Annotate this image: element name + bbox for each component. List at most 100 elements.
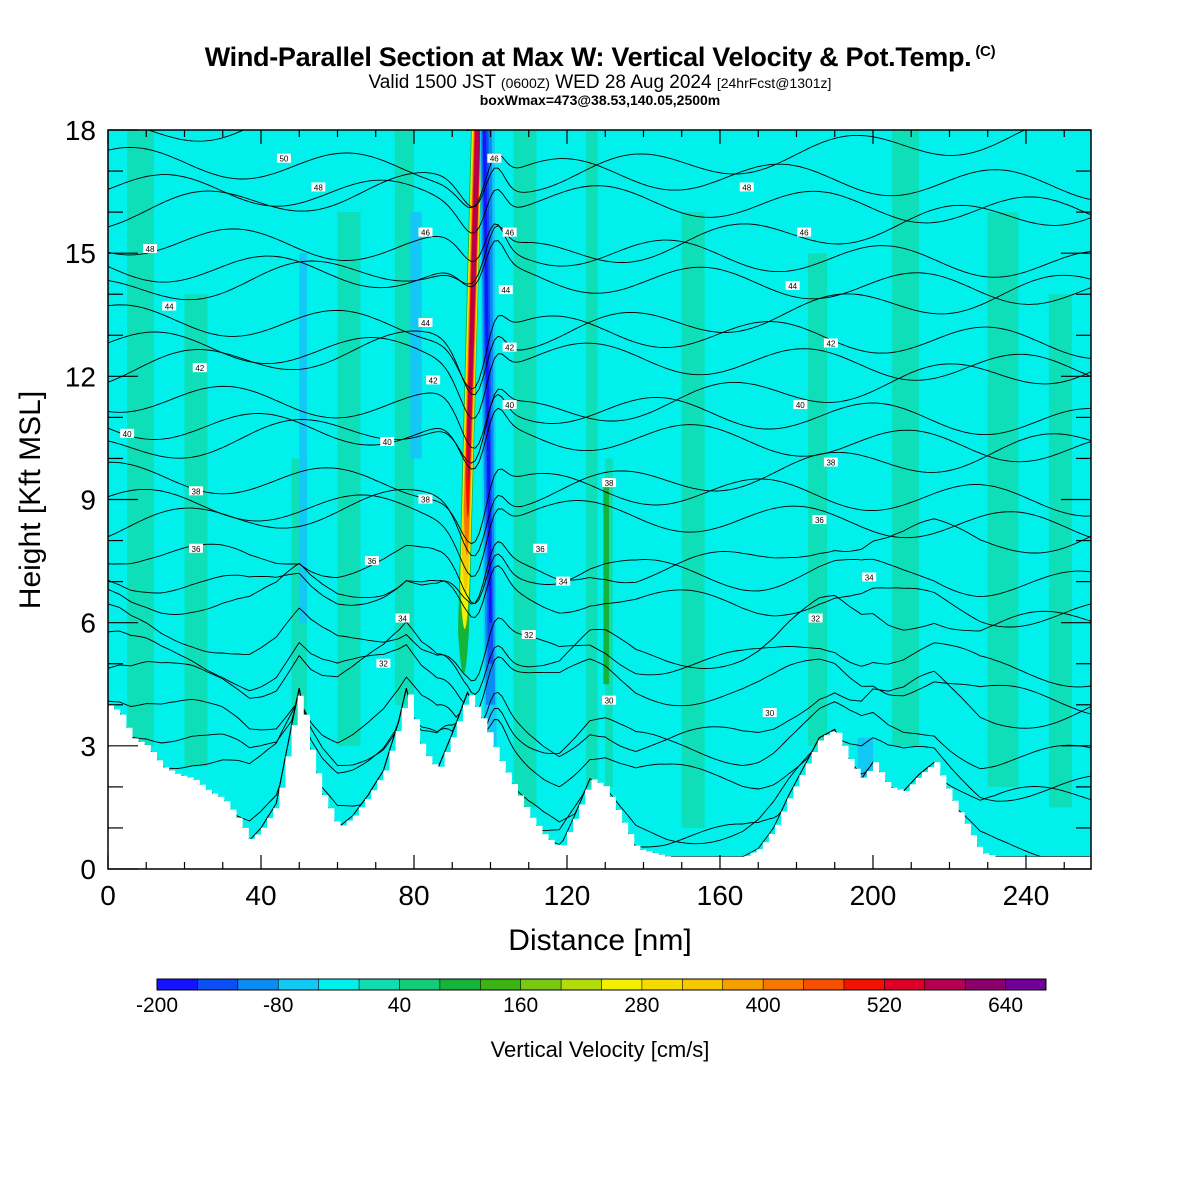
contour-label: 40 [380,437,395,447]
contour-label-bg [192,363,207,373]
theta-contour-line [108,204,1091,301]
y-tick-label: 9 [80,485,96,516]
theta-contour-line [108,174,1091,234]
x-tick-label: 0 [100,880,116,911]
downdraft-patch [299,253,307,623]
colorbar-swatch [641,979,683,990]
theta-contour-line [108,595,1091,699]
theta-contour-line [108,688,1091,802]
weak-updraft-band [184,294,208,767]
contour-label: 30 [602,695,617,706]
contour-label-text: 44 [165,303,174,312]
contour-label-text: 38 [421,496,430,505]
y-tick-label: 12 [65,361,96,392]
theta-contour-line [108,461,1091,545]
colorbar-swatch [682,979,724,990]
contour-label-bg [395,613,410,623]
contour-label-bg [502,342,517,352]
contour-label-bg [533,543,548,553]
contour-label: 40 [120,428,135,439]
colorbar-swatch [520,979,562,990]
contour-label-bg [785,281,800,291]
copyright-mark: (C) [975,43,996,60]
theta-contour-line [108,564,1091,628]
contour-label-bg [823,457,838,467]
y-tick-label: 6 [80,608,96,639]
contour-label-bg [418,317,433,327]
contour-label-text: 44 [788,282,797,291]
contour-label-bg [808,613,823,623]
contour-label: 42 [502,342,517,353]
contour-label-text: 38 [605,479,614,488]
weak-updraft-band [807,253,828,746]
theta-contour-line [108,304,1091,390]
weak-updraft-band [337,212,361,746]
contour-label: 32 [521,629,536,640]
theta-contour-line [108,676,1091,770]
contour-label: 44 [162,301,177,312]
colorbar-swatch [843,979,885,990]
contour-label-bg [276,153,291,163]
contour-label: 40 [502,400,517,410]
contour-label: 32 [376,658,391,669]
contour-label-text: 38 [192,487,201,496]
contour-label-bg [120,428,135,438]
contour-label-text: 46 [490,155,499,164]
x-tick-label: 240 [1003,880,1050,911]
contour-label-text: 34 [559,578,568,587]
theta-contour-line [108,433,1091,557]
contour-label: 30 [762,707,777,718]
contour-label: 48 [739,182,754,192]
colorbar-swatch [197,979,239,990]
colorbar-swatch [884,979,926,990]
contour-label-text: 32 [811,615,820,624]
colorbar-tick-label: 640 [988,994,1023,1017]
contour-label-text: 36 [367,557,376,566]
colorbar-tick-label: 280 [624,994,659,1017]
weak-updraft-band [586,130,598,787]
colorbar-swatch [157,979,198,990]
contour-label-bg [380,437,395,447]
contour-label-bg [556,576,571,586]
contour-label: 34 [556,576,571,587]
x-tick-label: 80 [398,880,429,911]
contour-label: 44 [418,317,433,328]
theta-contour-line [108,223,1091,278]
theta-contour-line [146,130,473,142]
colorbar [156,978,1047,991]
contour-label: 34 [395,613,410,624]
colorbar-tick-label: 40 [388,994,411,1017]
contour-label: 36 [364,556,379,566]
y-tick-label: 3 [80,731,96,762]
contour-label-bg [487,153,502,163]
contour-label-bg [602,478,617,488]
contour-label-text: 42 [195,364,204,373]
contour-label-bg [521,629,536,639]
colorbar-tick-label: -80 [263,994,293,1017]
contour-label-text: 40 [505,401,514,410]
contour-label-text: 40 [383,438,392,447]
contour-label: 36 [812,515,827,525]
contour-label-text: 44 [501,286,510,295]
contour-label: 34 [862,572,877,583]
y-tick-label: 18 [65,115,96,146]
x-tick-label: 120 [544,880,591,911]
weak-updraft-band [513,130,537,808]
colorbar-tick-label: -200 [136,994,178,1017]
colorbar-swatch [561,979,602,990]
colorbar-tick-label: 160 [503,994,538,1017]
theta-contour-line [108,630,1091,715]
theta-contour-line [108,488,1091,577]
contour-label-text: 36 [192,545,201,554]
contour-label-text: 40 [796,401,805,410]
colorbar-swatch [803,979,845,990]
contour-label-text: 30 [765,709,774,718]
y-axis-label: Height [Kft MSL] [14,391,47,609]
colorbar-swatch [722,979,764,990]
contour-label: 32 [808,613,823,624]
colorbar-label: Vertical Velocity [cm/s] [491,1037,710,1062]
weak-updraft-band [681,212,705,828]
colorbar-swatch [763,979,805,990]
weak-updraft-band [892,130,919,746]
contour-label: 38 [602,478,617,488]
